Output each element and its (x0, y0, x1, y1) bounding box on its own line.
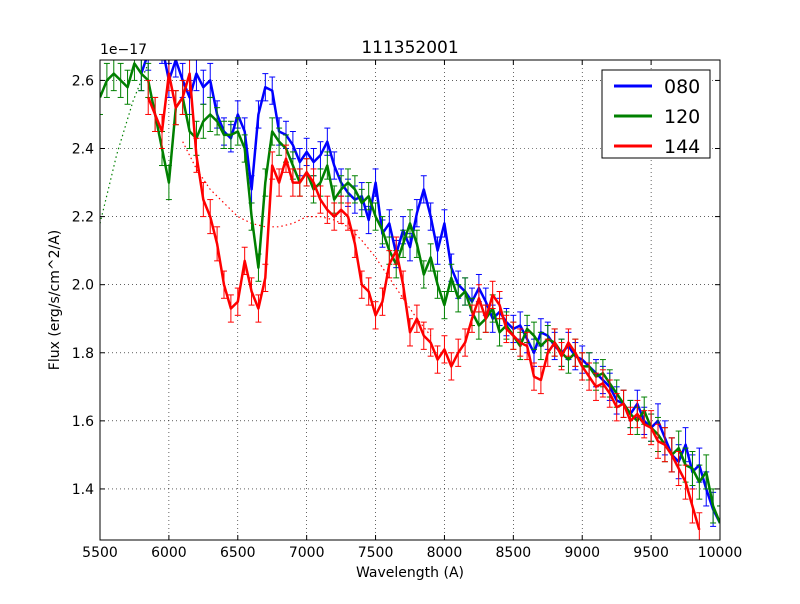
x-tick-label: 6500 (220, 545, 256, 561)
y-tick-label: 1.4 (72, 482, 94, 498)
x-tick-label: 8500 (496, 545, 532, 561)
y-tick-label: 2.0 (72, 278, 94, 294)
y-tick-label: 1.8 (72, 346, 94, 362)
series-144 (145, 60, 703, 540)
fit-curve (182, 141, 432, 337)
x-tick-label: 9000 (564, 545, 600, 561)
y-tick-label: 1.6 (72, 414, 94, 430)
x-tick-label: 7000 (289, 545, 325, 561)
y-tick-label: 2.2 (72, 210, 94, 226)
y-offset-label: 1e−17 (100, 42, 147, 58)
y-tick-label: 2.4 (72, 142, 94, 158)
x-tick-label: 5500 (82, 545, 118, 561)
axis-ticks: 5500 6000 6500 7000 7500 8000 8500 9000 9500 1000… (72, 60, 743, 561)
chart-title: 111352001 (361, 38, 458, 58)
legend-label-120: 120 (664, 106, 700, 128)
plot-frame (99, 59, 721, 541)
series-line-144 (147, 72, 701, 531)
legend-label-080: 080 (664, 76, 700, 98)
x-tick-label: 8000 (427, 545, 463, 561)
y-axis-label: Flux (erg/s/cm^2/A) (47, 230, 63, 370)
legend-label-144: 144 (664, 136, 700, 158)
legend: 080 120 144 (601, 69, 711, 159)
x-tick-label: 6000 (151, 545, 187, 561)
y-tick-label: 2.6 (72, 73, 94, 89)
x-axis-label: Wavelength (A) (356, 565, 464, 581)
data-series (100, 60, 720, 540)
x-tick-label: 9500 (633, 545, 669, 561)
x-tick-label: 10000 (698, 545, 743, 561)
x-tick-label: 7500 (358, 545, 394, 561)
